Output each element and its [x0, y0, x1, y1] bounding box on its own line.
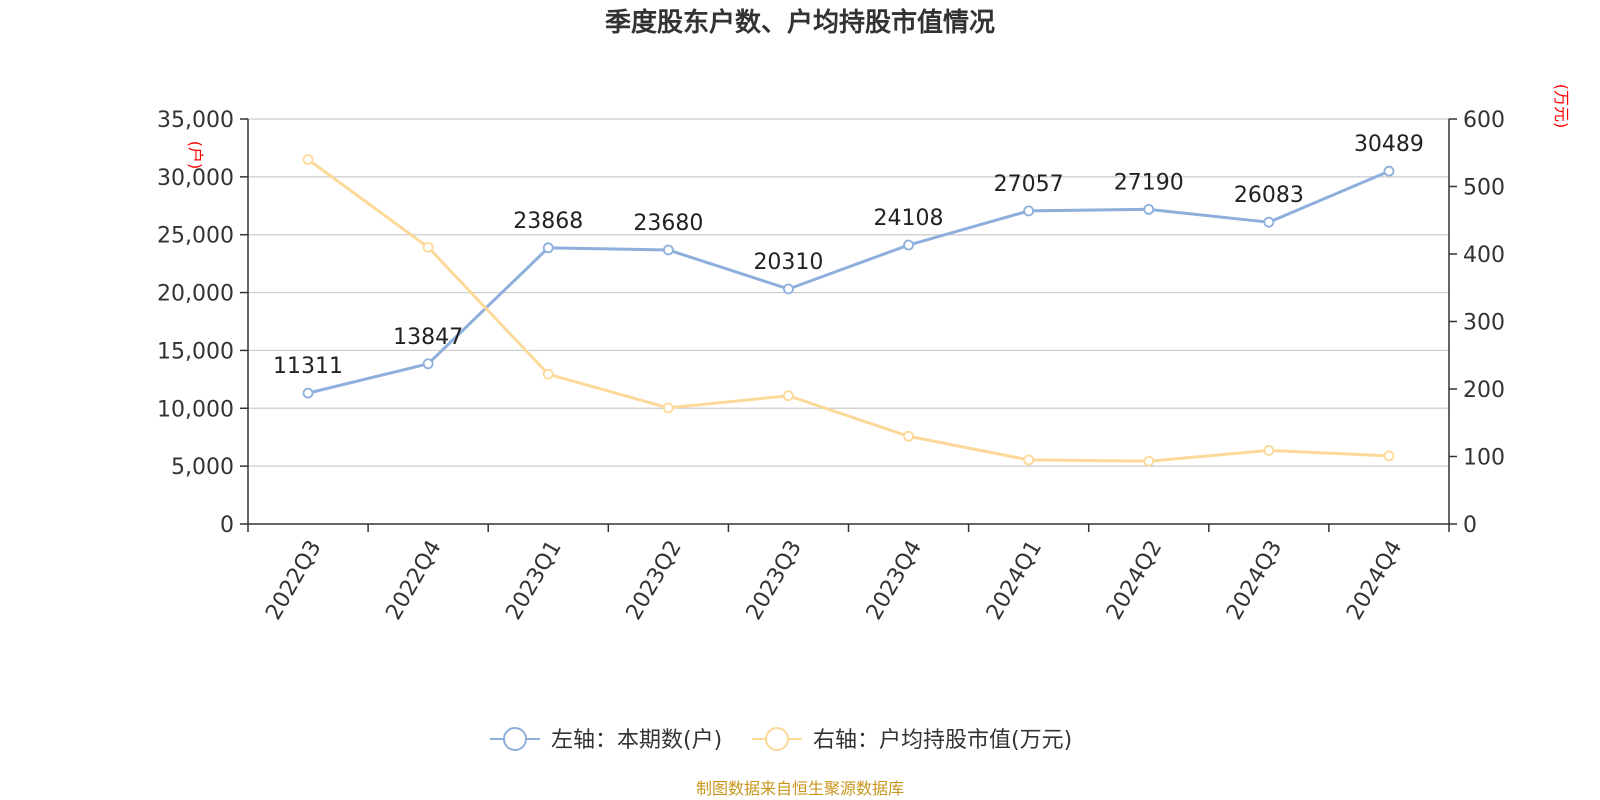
data-label: 11311 — [273, 354, 343, 379]
data-label: 27190 — [1114, 170, 1184, 195]
left-tick-label: 20,000 — [157, 282, 234, 307]
x-tick-label: 2022Q3 — [261, 536, 326, 624]
data-point-right — [1023, 454, 1035, 466]
right-tick-label: 0 — [1463, 513, 1477, 538]
right-axis-unit: (万元) — [1552, 84, 1571, 129]
x-tick-label: 2022Q4 — [381, 536, 446, 624]
left-tick-label: 25,000 — [157, 224, 234, 249]
data-labels: 11311 13847 23868 23680 20310 24108 27057 27190… — [273, 132, 1424, 379]
series-group — [302, 154, 1395, 467]
data-point-right — [542, 368, 554, 380]
data-point-left — [783, 283, 794, 295]
data-point-right — [422, 241, 434, 253]
data-point-right — [1263, 445, 1275, 456]
x-tick-label: 2023Q4 — [862, 536, 927, 624]
data-point-right — [783, 390, 794, 402]
x-tick-label: 2023Q1 — [501, 536, 566, 624]
data-label: 13847 — [393, 325, 463, 350]
data-point-left — [1263, 216, 1275, 228]
legend-circle-icon — [765, 727, 789, 751]
right-tick-label: 300 — [1463, 311, 1505, 336]
left-axis-unit: (户) — [186, 141, 205, 170]
data-label: 23680 — [633, 211, 703, 236]
data-label: 30489 — [1354, 132, 1424, 157]
x-tick-label: 2024Q3 — [1222, 536, 1287, 624]
source-note: 制图数据来自恒生聚源数据库 — [696, 779, 904, 798]
left-tick-label: 0 — [220, 513, 234, 538]
data-point-right — [1143, 455, 1155, 467]
x-tick-label: 2024Q2 — [1102, 536, 1167, 624]
left-tick-label: 10,000 — [157, 397, 234, 422]
legend-label-right-series: 右轴：户均持股市值(万元) — [813, 728, 1072, 753]
data-point-left — [662, 244, 674, 256]
legend-circle-icon — [503, 727, 527, 751]
data-point-right — [903, 430, 914, 442]
series-line-left — [307, 169, 1390, 395]
data-point-left — [422, 358, 434, 370]
legend[interactable]: 左轴：本期数(户) 右轴：户均持股市值(万元) — [490, 727, 1072, 753]
right-tick-label: 200 — [1463, 378, 1505, 403]
left-tick-label: 30,000 — [157, 166, 234, 191]
data-point-left — [542, 242, 554, 254]
chart-title: 季度股东户数、户均持股市值情况 — [605, 7, 995, 38]
data-label: 24108 — [874, 206, 944, 231]
data-point-right — [1383, 450, 1395, 462]
legend-item-left-series[interactable]: 左轴：本期数(户) — [490, 727, 722, 753]
series-line-right — [307, 158, 1390, 463]
x-tick-label: 2024Q4 — [1342, 536, 1407, 624]
x-tick-label: 2023Q2 — [622, 536, 687, 624]
left-tick-label: 35,000 — [157, 108, 234, 133]
data-label: 27057 — [994, 172, 1064, 197]
right-tick-label: 100 — [1463, 446, 1505, 471]
x-tick-label: 2023Q3 — [742, 536, 807, 624]
data-point-left — [1023, 205, 1035, 217]
data-label: 20310 — [753, 250, 823, 275]
data-label: 23868 — [513, 209, 583, 234]
right-tick-label: 600 — [1463, 108, 1505, 133]
data-point-left — [1383, 165, 1395, 177]
left-tick-label: 15,000 — [157, 339, 234, 364]
data-point-right — [302, 154, 314, 165]
x-tick-label: 2024Q1 — [982, 536, 1047, 624]
left-tick-label: 5,000 — [171, 455, 234, 480]
right-tick-label: 500 — [1463, 176, 1505, 201]
data-point-left — [1143, 203, 1155, 215]
data-label: 26083 — [1234, 183, 1304, 208]
data-point-left — [302, 387, 314, 399]
legend-item-right-series[interactable]: 右轴：户均持股市值(万元) — [752, 727, 1072, 753]
data-point-left — [903, 239, 914, 251]
grid-lines — [248, 118, 1449, 467]
data-point-right — [662, 402, 674, 414]
legend-label-left-series: 左轴：本期数(户) — [551, 728, 722, 753]
right-tick-label: 400 — [1463, 243, 1505, 268]
